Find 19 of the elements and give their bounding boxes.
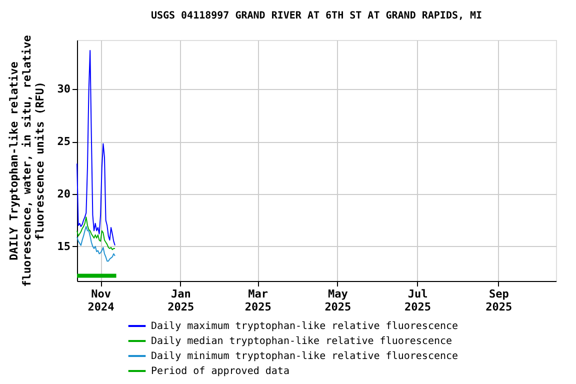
y-tick-label: 20	[57, 188, 70, 201]
legend-label: Daily minimum tryptophan-like relative fluorescence	[151, 351, 458, 362]
legend-label: Daily median tryptophan-like relative fluorescence	[151, 336, 452, 347]
y-axis-title: DAILY Tryptophan-like relative fluorescence, water, in situ, relative fluorescence units (RFU)	[7, 34, 46, 287]
y-tick-label: 30	[57, 82, 70, 96]
y-tick-label: 15	[57, 240, 70, 253]
legend-label: Daily maximum tryptophan-like relative fluorescence	[151, 321, 458, 332]
legend-label: Period of approved data	[151, 366, 290, 377]
x-tick-label: May 2025	[324, 288, 352, 314]
line-series	[76, 226, 116, 262]
x-tick-label: Jan 2025	[168, 288, 194, 314]
x-tick-label: Mar 2025	[244, 288, 272, 314]
line-series	[76, 50, 116, 246]
x-tick-label: Sep 2025	[486, 288, 512, 314]
x-tick-label: Nov 2024	[88, 288, 115, 314]
y-tick-label: 25	[57, 135, 70, 148]
line-series	[76, 216, 116, 250]
x-tick-label: Jul 2025	[404, 288, 432, 314]
chart-title: USGS 04118997 GRAND RIVER AT 6TH ST AT GRAND RAPIDS, MI	[150, 10, 482, 22]
